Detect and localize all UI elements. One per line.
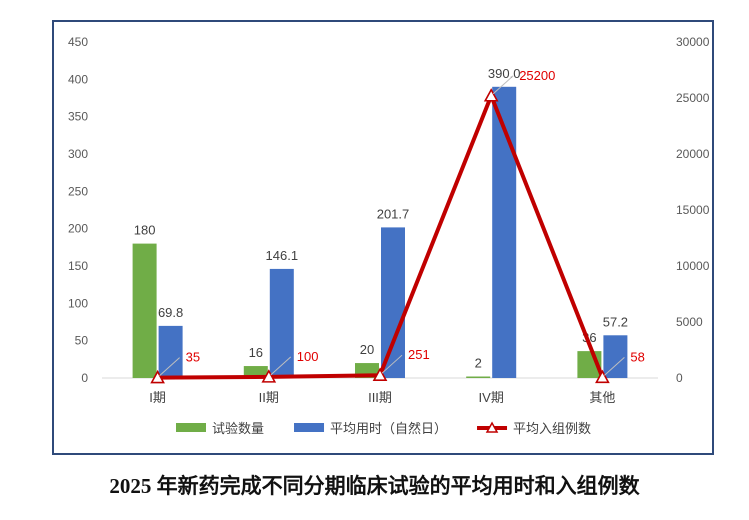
- line-data-label: 35: [186, 350, 200, 365]
- line-data-label: 100: [297, 349, 319, 364]
- legend-label: 平均用时（自然日）: [330, 421, 447, 436]
- y-left-tick-label: 300: [68, 147, 88, 161]
- line-data-label: 251: [408, 347, 430, 362]
- line-point-marker: [150, 369, 165, 384]
- line-data-label: 58: [630, 349, 644, 364]
- chart-frame: 0 50 100 150 200 250 300 350 400 450 0 5000 10000 150…: [52, 20, 714, 455]
- x-category-label: I期: [149, 390, 166, 405]
- bar-data-label: 20: [360, 342, 374, 357]
- y-left-tick-label: 400: [68, 72, 88, 86]
- bar-0-1: [243, 366, 268, 378]
- legend-swatch-0: [176, 423, 206, 432]
- bar-1-3: [492, 86, 517, 379]
- line-point-marker: [261, 369, 277, 383]
- bar-data-label: 69.8: [158, 305, 183, 320]
- bar-0-3: [466, 376, 491, 378]
- bar-0-0: [132, 243, 157, 378]
- y-right-tick-label: 20000: [676, 147, 710, 161]
- bar-1-2: [381, 227, 405, 378]
- point-leader-line: [381, 354, 403, 374]
- combo-chart: 0 50 100 150 200 250 300 350 400 450 0 5000 10000 150…: [68, 35, 710, 436]
- y-right-tick-label: 10000: [676, 259, 710, 273]
- bar-1-1: [269, 268, 294, 378]
- y-left-tick-label: 0: [81, 371, 88, 385]
- y-right-tick-label: 15000: [676, 203, 710, 217]
- legend-label: 平均入组例数: [513, 421, 591, 436]
- y-left-tick-label: 150: [68, 259, 88, 273]
- bar-1-4: [603, 335, 628, 378]
- bar-data-label: 201.7: [377, 206, 410, 221]
- bar-data-label: 2: [475, 356, 482, 371]
- bar-data-label: 180: [134, 223, 156, 238]
- y-right-tick-label: 30000: [676, 35, 710, 49]
- line-point-marker: [483, 88, 499, 102]
- y-right-tick-label: 0: [676, 371, 683, 385]
- legend-swatch-1: [294, 423, 325, 432]
- bar-data-label: 146.1: [266, 248, 299, 263]
- chart-caption: 2025 年新药完成不同分期临床试验的平均用时和入组例数: [109, 474, 640, 498]
- line-point-marker: [372, 367, 388, 381]
- point-leader-line: [492, 75, 514, 95]
- bar-data-label: 390.0: [488, 66, 521, 81]
- line-data-label: 25200: [519, 68, 555, 83]
- point-leader-line: [604, 356, 625, 376]
- bar-1-0: [158, 325, 183, 378]
- x-category-label: II期: [259, 390, 279, 405]
- y-left-tick-label: 200: [68, 222, 88, 236]
- y-left-tick-label: 50: [75, 334, 89, 348]
- y-left-tick-label: 350: [68, 110, 88, 124]
- x-category-label: III期: [368, 390, 392, 405]
- y-right-tick-label: 5000: [676, 315, 703, 329]
- legend-marker: [485, 421, 499, 433]
- point-leader-line: [159, 357, 180, 376]
- bar-data-label: 57.2: [603, 314, 628, 329]
- point-leader-line: [270, 356, 292, 376]
- x-category-label: 其他: [589, 390, 615, 405]
- x-category-label: IV期: [479, 390, 504, 405]
- y-left-tick-label: 250: [68, 184, 88, 198]
- y-left-tick-label: 450: [68, 35, 88, 49]
- y-left-tick-label: 100: [68, 296, 88, 310]
- bar-data-label: 16: [249, 345, 263, 360]
- legend-label: 试验数量: [212, 421, 264, 436]
- line-point-marker: [595, 369, 610, 384]
- line-series-path: [157, 93, 605, 380]
- y-right-tick-label: 25000: [676, 91, 710, 105]
